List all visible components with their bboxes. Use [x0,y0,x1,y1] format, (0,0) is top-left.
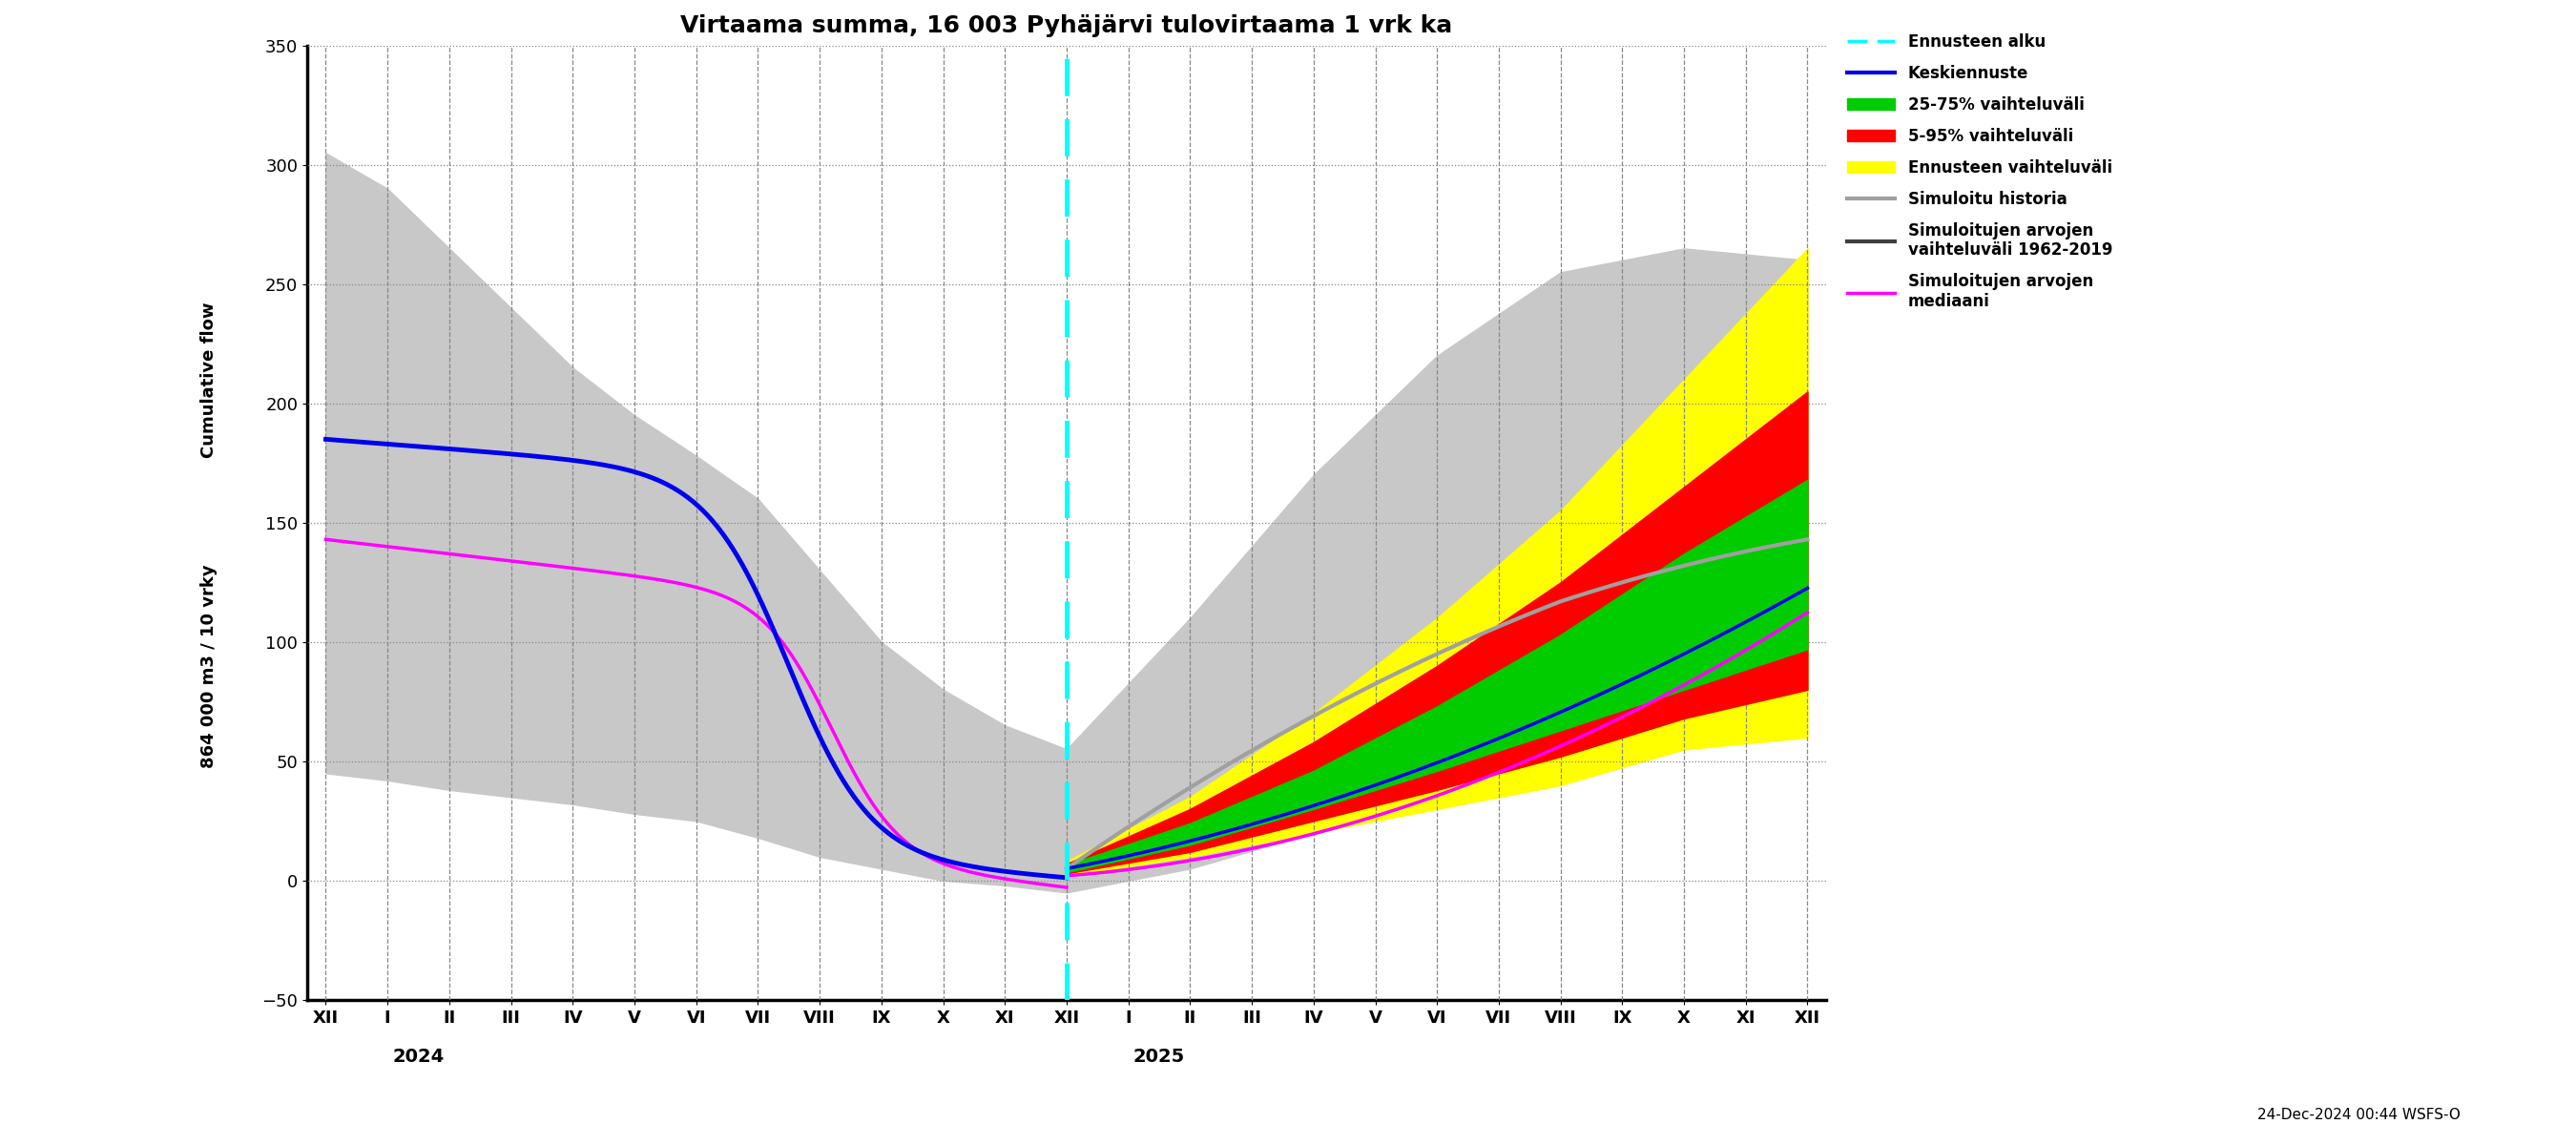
Text: Cumulative flow: Cumulative flow [201,301,216,458]
Text: 2025: 2025 [1133,1048,1185,1066]
Text: 864 000 m3 / 10 vrky: 864 000 m3 / 10 vrky [201,564,216,768]
Title: Virtaama summa, 16 003 Pyhäjärvi tulovirtaama 1 vrk ka: Virtaama summa, 16 003 Pyhäjärvi tulovir… [680,14,1453,37]
Text: 2024: 2024 [392,1048,443,1066]
Text: 24-Dec-2024 00:44 WSFS-O: 24-Dec-2024 00:44 WSFS-O [2257,1108,2460,1122]
Legend: Ennusteen alku, Keskiennuste, 25-75% vaihteluväli, 5-95% vaihteluväli, Ennusteen: Ennusteen alku, Keskiennuste, 25-75% vai… [1842,26,2120,317]
